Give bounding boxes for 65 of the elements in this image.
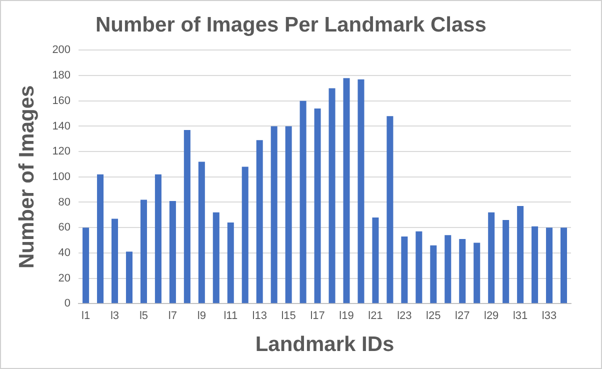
bar (242, 166, 248, 304)
y-tick-label: 80 (58, 196, 71, 208)
bar (343, 78, 350, 304)
x-axis-title: Landmark IDs (255, 333, 394, 356)
bar (560, 228, 568, 304)
chart-title: Number of Images Per Landmark Class (96, 13, 486, 36)
bar (532, 226, 538, 304)
y-tick-label: 40 (58, 246, 71, 259)
x-tick-label: l5 (139, 310, 148, 322)
bar (488, 212, 495, 304)
bar (372, 217, 379, 304)
x-tick-label: l9 (197, 310, 206, 322)
bar (82, 228, 90, 304)
y-axis-title: Number of Images (15, 85, 38, 269)
bar (140, 200, 147, 304)
bar (546, 228, 553, 304)
bar (358, 79, 364, 304)
x-tick-label: l19 (339, 310, 354, 322)
bar (328, 88, 336, 304)
bar (256, 140, 263, 304)
bar (97, 174, 104, 304)
y-tick-label: 180 (52, 70, 71, 82)
bar (401, 236, 408, 304)
bar (474, 242, 480, 304)
bar (198, 162, 205, 304)
x-tick-label: l33 (542, 310, 557, 322)
x-tick-label: l23 (397, 310, 412, 322)
bar (227, 222, 234, 304)
x-tick-label: l31 (512, 310, 528, 322)
bar (184, 130, 190, 304)
bar (314, 108, 321, 304)
bar (285, 126, 292, 304)
bar (126, 252, 133, 304)
x-tick-label: l17 (310, 310, 325, 322)
bar (112, 218, 118, 304)
bar (300, 100, 306, 304)
y-tick-label: 20 (58, 272, 71, 284)
x-tick-label: l7 (168, 310, 177, 322)
y-tick-label: 200 (52, 44, 71, 56)
x-tick-label: l3 (110, 310, 120, 322)
bar (430, 245, 437, 304)
x-tick-label: l13 (252, 310, 267, 322)
bar (386, 116, 394, 304)
bar (502, 220, 510, 304)
x-tick-label: l15 (281, 310, 296, 322)
y-tick-label: 120 (52, 146, 71, 158)
bar (154, 174, 162, 304)
y-tick-label: 60 (58, 222, 71, 234)
bar (416, 231, 422, 304)
bar (169, 200, 176, 304)
bar (444, 235, 452, 304)
bar (212, 212, 220, 304)
x-tick-label: l27 (455, 310, 470, 322)
y-tick-label: 160 (52, 94, 71, 107)
x-tick-label: l29 (484, 310, 499, 322)
bar (517, 206, 524, 304)
y-tick-label: 0 (64, 298, 71, 310)
x-tick-label: l1 (82, 310, 90, 322)
y-tick-label: 140 (52, 120, 71, 132)
x-tick-label: l11 (224, 310, 238, 322)
x-tick-label: l21 (368, 310, 383, 322)
bar (270, 126, 278, 304)
bar (459, 238, 466, 304)
x-tick-label: l25 (426, 310, 441, 322)
y-tick-label: 100 (52, 170, 71, 183)
